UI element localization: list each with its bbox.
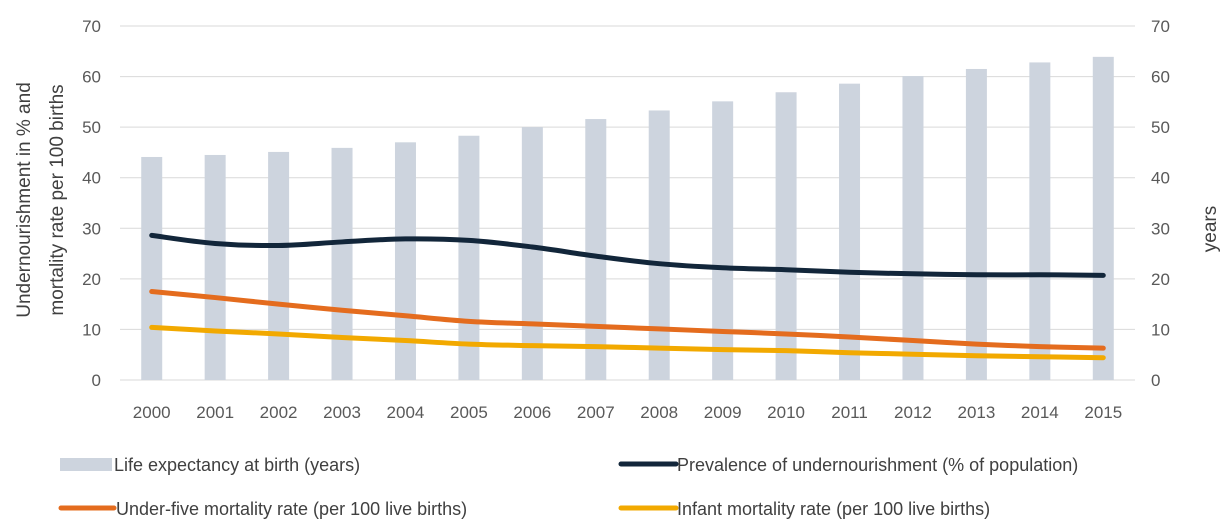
x-tick-label: 2000 [133, 403, 171, 422]
y-tick-label: 50 [82, 118, 101, 137]
gridlines [120, 25, 1135, 381]
axes: 0 0 10 10 20 20 30 30 40 40 50 50 60 60 70 70 2000 2001 20… [82, 17, 1170, 422]
line-under-five-mortality [149, 289, 1106, 351]
y-tick-label: 60 [82, 68, 101, 87]
x-tick-label: 2003 [323, 403, 361, 422]
x-tick-label: 2014 [1021, 403, 1059, 422]
x-tick-label: 2007 [577, 403, 615, 422]
x-tick-label: 2006 [513, 403, 551, 422]
y-tick-label: 0 [92, 371, 101, 390]
x-tick-label: 2009 [704, 403, 742, 422]
y-axis-title-line-1: Undernourishment in % and [14, 82, 35, 318]
bars [141, 56, 1114, 381]
x-tick-label: 2012 [894, 403, 932, 422]
y2-tick-label: 10 [1151, 320, 1170, 339]
y2-tick-label: 40 [1151, 169, 1170, 188]
lines [149, 232, 1106, 361]
y2-tick-label: 30 [1151, 219, 1170, 238]
y2-tick-label: 70 [1151, 17, 1170, 36]
y-tick-label: 40 [82, 169, 101, 188]
y-tick-label: 20 [82, 270, 101, 289]
bar-life-expectancy [585, 119, 607, 381]
x-tick-label: 2005 [450, 403, 488, 422]
x-tick-label: 2008 [640, 403, 678, 422]
legend-label-under-five-mortality: Under-five mortality rate (per 100 live … [116, 499, 467, 519]
x-tick-label: 2001 [196, 403, 234, 422]
bar-life-expectancy [141, 156, 163, 380]
bar-life-expectancy [204, 154, 226, 380]
bar-life-expectancy [1092, 56, 1114, 380]
bar-life-expectancy [648, 110, 670, 380]
y2-tick-label: 60 [1151, 68, 1170, 87]
x-tick-label: 2010 [767, 403, 805, 422]
x-tick-label: 2011 [831, 403, 868, 422]
y2-axis-title: years [1200, 206, 1221, 252]
y-tick-label: 70 [82, 17, 101, 36]
x-tick-label: 2015 [1084, 403, 1122, 422]
legend-label-life-expectancy: Life expectancy at birth (years) [114, 455, 360, 475]
bar-life-expectancy [965, 68, 987, 380]
y2-tick-label: 20 [1151, 270, 1170, 289]
y2-tick-label: 50 [1151, 118, 1170, 137]
bar-life-expectancy [902, 76, 924, 381]
legend: Life expectancy at birth (years) Prevale… [58, 455, 1078, 519]
y-tick-label: 10 [82, 320, 101, 339]
legend-label-infant-mortality: Infant mortality rate (per 100 live birt… [677, 499, 990, 519]
bar-life-expectancy [775, 92, 797, 381]
y-tick-label: 30 [82, 219, 101, 238]
bar-life-expectancy [268, 151, 290, 380]
bar-life-expectancy [1029, 62, 1051, 380]
line-infant-mortality [149, 324, 1106, 361]
legend-label-undernourishment: Prevalence of undernourishment (% of pop… [677, 455, 1078, 475]
legend-swatch-life-expectancy [60, 458, 112, 471]
bar-life-expectancy [394, 142, 416, 380]
line-undernourishment [149, 232, 1106, 278]
bar-life-expectancy [839, 83, 861, 380]
y-axis-title-line-2: mortality rate per 100 births [47, 84, 68, 315]
bar-life-expectancy [712, 101, 734, 380]
x-tick-label: 2002 [260, 403, 298, 422]
y2-tick-label: 0 [1151, 371, 1160, 390]
x-tick-label: 2004 [387, 403, 425, 422]
bar-life-expectancy [331, 147, 353, 380]
bar-life-expectancy [521, 127, 543, 381]
x-tick-label: 2013 [957, 403, 995, 422]
